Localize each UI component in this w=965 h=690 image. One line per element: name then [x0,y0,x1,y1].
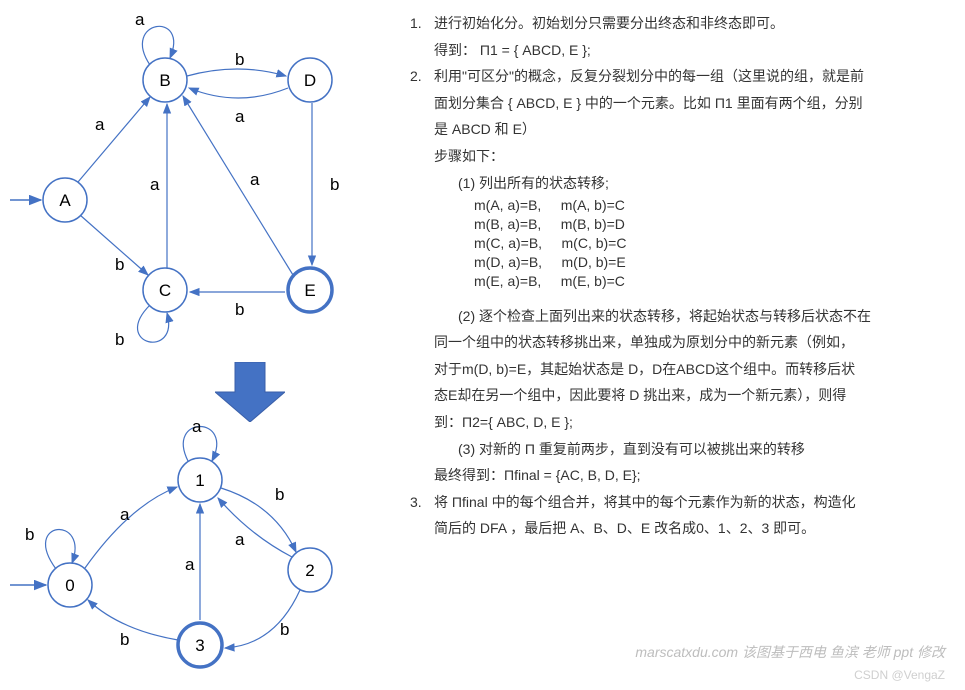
watermark-author: CSDN @VengaZ [854,668,945,682]
substep-2d: 态E却在另一个组中，因此要将 D 挑出来，成为一个新元素），则得 [410,382,945,409]
left-column: A B C D E a b a b a b a b a b [0,0,400,690]
watermark-source: marscatxdu.com 该图基于西电 鱼滨 老师 ppt 修改 [635,642,945,662]
bottom-state-diagram: 0 1 2 3 a b a b a b a b [0,420,400,690]
substep-2c: 对于m(D, b)=E，其起始状态是 D，D在ABCD这个组中。而转移后状 [410,356,945,383]
step1-line1: 进行初始化分。初始划分只需要分出终态和非终态即可。 [434,15,784,31]
substep-2b: 同一个组中的状态转移挑出来，单独成为原划分中的新元素（例如， [410,329,945,356]
svg-text:b: b [275,485,284,504]
svg-text:a: a [135,10,145,29]
svg-text:b: b [235,50,244,69]
explanation-text: 1. 进行初始化分。初始划分只需要分出终态和非终态即可。 得到： Π1 = { … [400,0,965,690]
substep-2e: 到：Π2={ ABC, D, E }; [410,409,945,436]
node-B: B [159,71,170,90]
svg-text:b: b [115,330,124,349]
svg-text:b: b [120,630,129,649]
step1-line2: 得到： Π1 = { ABCD, E }; [410,37,945,64]
step-number: 1. [410,10,430,37]
node-A: A [59,191,71,210]
step3-line1: 将 Πfinal 中的每个组合并，将其中的每个元素作为新的状态，构造化 [434,494,856,510]
step2-line4: 步骤如下： [410,143,945,170]
substep-2a: (2) 逐个检查上面列出来的状态转移，将起始状态与转移后状态不在 [410,303,945,330]
svg-text:a: a [235,107,245,126]
node-1: 1 [195,471,204,490]
step3-line2: 简后的 DFA ，最后把 A、B、D、E 改名成0、1、2、3 即可。 [410,515,945,542]
svg-text:b: b [115,255,124,274]
substep-3a: (3) 对新的 Π 重复前两步，直到没有可以被挑出来的转移 [410,436,945,463]
svg-text:a: a [235,530,245,549]
node-3: 3 [195,636,204,655]
node-2: 2 [305,561,314,580]
node-0: 0 [65,576,74,595]
svg-text:b: b [25,525,34,544]
svg-text:b: b [330,175,339,194]
top-state-diagram: A B C D E a b a b a b a b a b [0,0,400,360]
step2-line1: 利用"可区分"的概念，反复分裂划分中的每一组（这里说的组，就是前 [434,68,864,84]
down-arrow-icon [215,362,285,422]
svg-text:a: a [150,175,160,194]
svg-text:a: a [192,420,202,436]
svg-text:a: a [185,555,195,574]
svg-text:a: a [250,170,260,189]
node-D: D [304,71,316,90]
substep-1: (1) 列出所有的状态转移; [410,170,945,197]
svg-text:b: b [235,300,244,319]
node-E: E [304,281,315,300]
substep-3b: 最终得到：Πfinal = {AC, B, D, E}; [410,462,945,489]
step2-line2: 面划分集合 { ABCD, E } 中的一个元素。比如 Π1 里面有两个组，分别 [410,90,945,117]
step2-line3: 是 ABCD 和 E） [410,116,945,143]
step-number: 2. [410,63,430,90]
step-number: 3. [410,489,430,516]
svg-text:b: b [280,620,289,639]
svg-text:a: a [95,115,105,134]
node-C: C [159,281,171,300]
svg-text:a: a [120,505,130,524]
transition-table: m(A, a)=B, m(A, b)=C m(B, a)=B, m(B, b)=… [410,196,945,290]
